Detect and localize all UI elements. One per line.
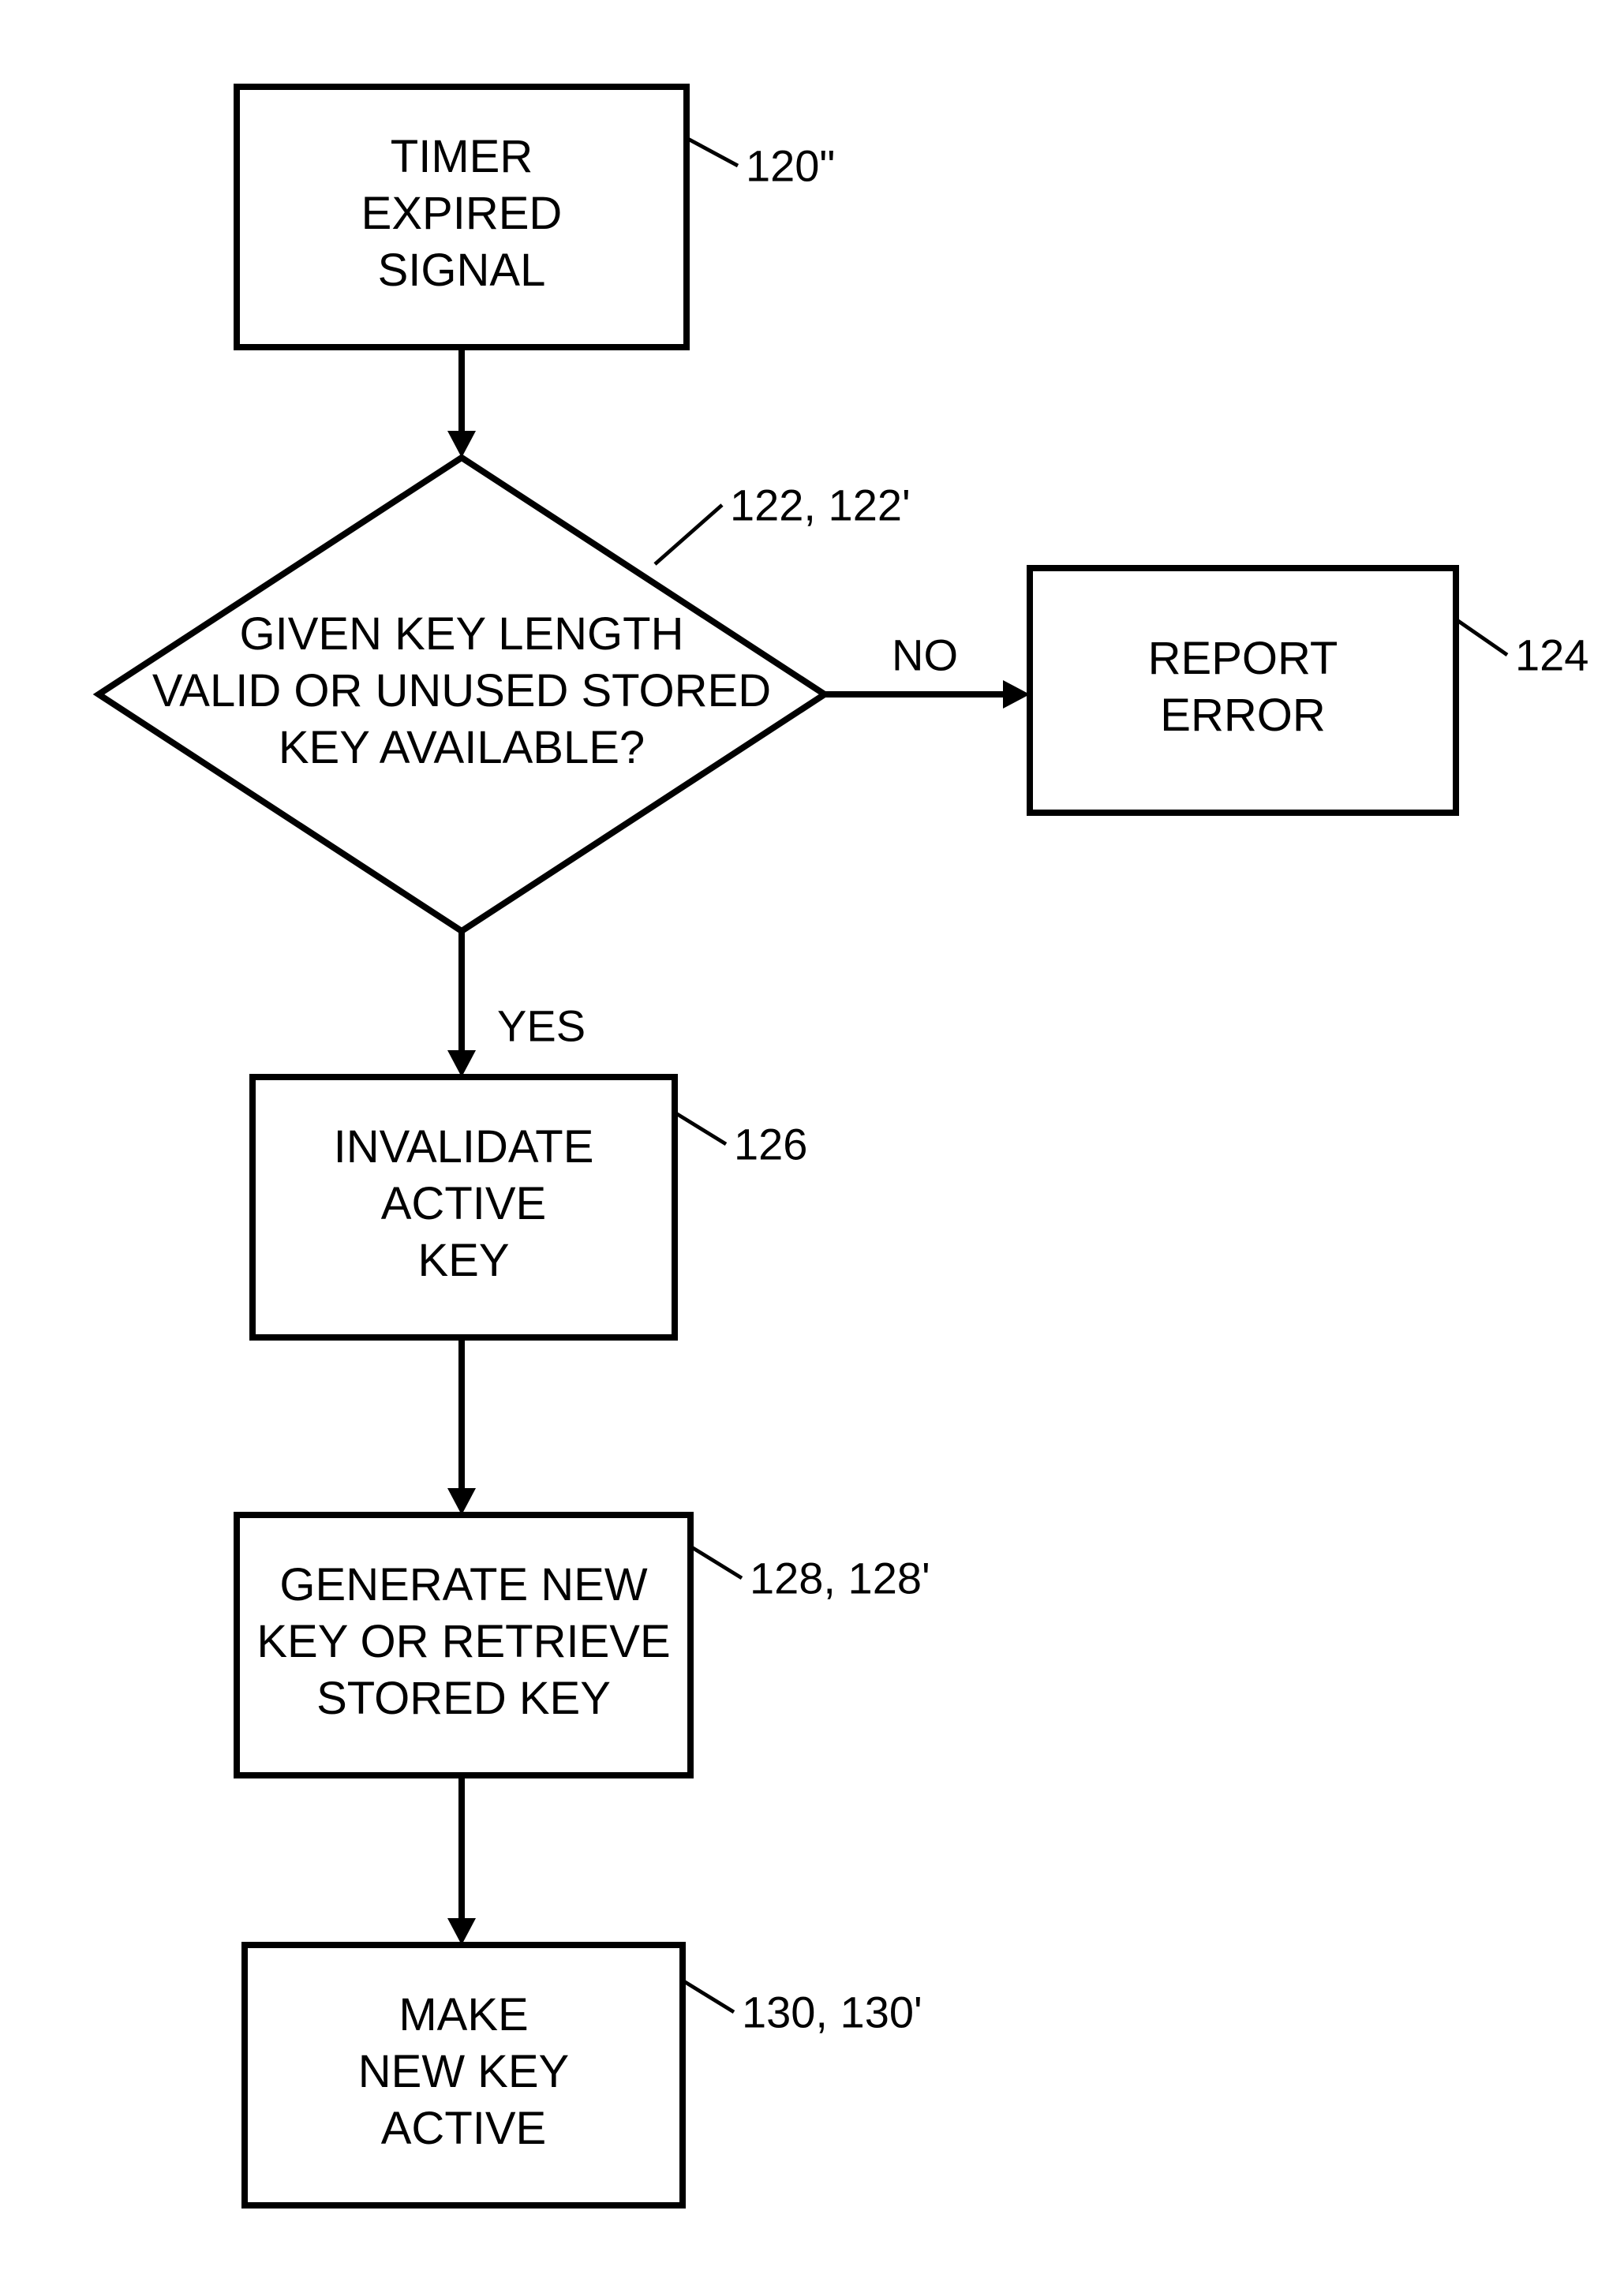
ref-label-n1: 120" [746, 141, 835, 191]
node-n5-line-1: KEY OR RETRIEVE [256, 1616, 670, 1667]
node-n1-line-0: TIMER [391, 131, 533, 182]
node-n3-line-1: ERROR [1160, 690, 1325, 741]
node-text-n5: GENERATE NEW KEY OR RETRIEVE STORED KEY [256, 1559, 670, 1724]
node-n4-line-1: ACTIVE [381, 1178, 547, 1229]
node-n6-line-0: MAKE [399, 1989, 528, 2040]
edge-n2-n3: NO [825, 630, 1030, 709]
node-n2-line-0: GIVEN KEY LENGTH [240, 608, 684, 660]
node-n2-line-1: VALID OR UNUSED STORED [152, 665, 771, 716]
edge-n4-n5 [447, 1337, 476, 1515]
node-n3: REPORT ERROR 124 [1030, 568, 1588, 813]
edge-n2-n4: YES [447, 931, 586, 1077]
node-text-n2: GIVEN KEY LENGTHVALID OR UNUSED STORED KE… [152, 608, 771, 773]
ref-label-n4: 126 [734, 1120, 807, 1169]
node-n6: MAKE NEW KEY ACTIVE 130, 130' [245, 1945, 922, 2205]
ref-label-n5: 128, 128' [750, 1554, 930, 1603]
node-n1-line-2: SIGNAL [378, 245, 546, 296]
ref-label-n3: 124 [1515, 630, 1588, 680]
node-n6-line-1: NEW KEY [358, 2046, 570, 2097]
node-n5: GENERATE NEW KEY OR RETRIEVE STORED KEY 128… [237, 1515, 930, 1775]
node-n1: TIMER EXPIRED SIGNAL 120" [237, 87, 835, 347]
node-text-n4: INVALIDATEACTIVE KEY [334, 1121, 594, 1286]
node-n4: INVALIDATEACTIVE KEY 126 [253, 1077, 807, 1337]
ref-label-n6: 130, 130' [742, 1988, 922, 2037]
node-n4-line-2: KEY [417, 1235, 509, 1286]
edge-label-n2-n3: NO [892, 630, 958, 680]
flowchart-svg: TIMER EXPIRED SIGNAL 120" GIVEN KEY LENGTHVA… [0, 0, 1624, 2274]
node-n5-line-0: GENERATE NEW [279, 1559, 647, 1610]
edge-n5-n6 [447, 1775, 476, 1945]
node-n2-line-2: KEY AVAILABLE? [279, 722, 645, 773]
node-n2: GIVEN KEY LENGTHVALID OR UNUSED STORED KE… [99, 458, 911, 931]
node-n6-line-2: ACTIVE [381, 2103, 547, 2154]
node-text-n3: REPORT ERROR [1148, 633, 1338, 741]
edge-n1-n2 [447, 347, 476, 458]
node-text-n1: TIMER EXPIRED SIGNAL [361, 131, 563, 296]
node-text-n6: MAKE NEW KEY ACTIVE [358, 1989, 570, 2154]
node-n1-line-1: EXPIRED [361, 188, 563, 239]
node-n5-line-2: STORED KEY [316, 1673, 611, 1724]
flowchart-container: TIMER EXPIRED SIGNAL 120" GIVEN KEY LENGTHVA… [0, 0, 1624, 2274]
node-n4-line-0: INVALIDATE [334, 1121, 594, 1173]
node-n3-line-0: REPORT [1148, 633, 1338, 684]
ref-label-n2: 122, 122' [730, 481, 911, 530]
edge-label-n2-n4: YES [497, 1001, 586, 1051]
